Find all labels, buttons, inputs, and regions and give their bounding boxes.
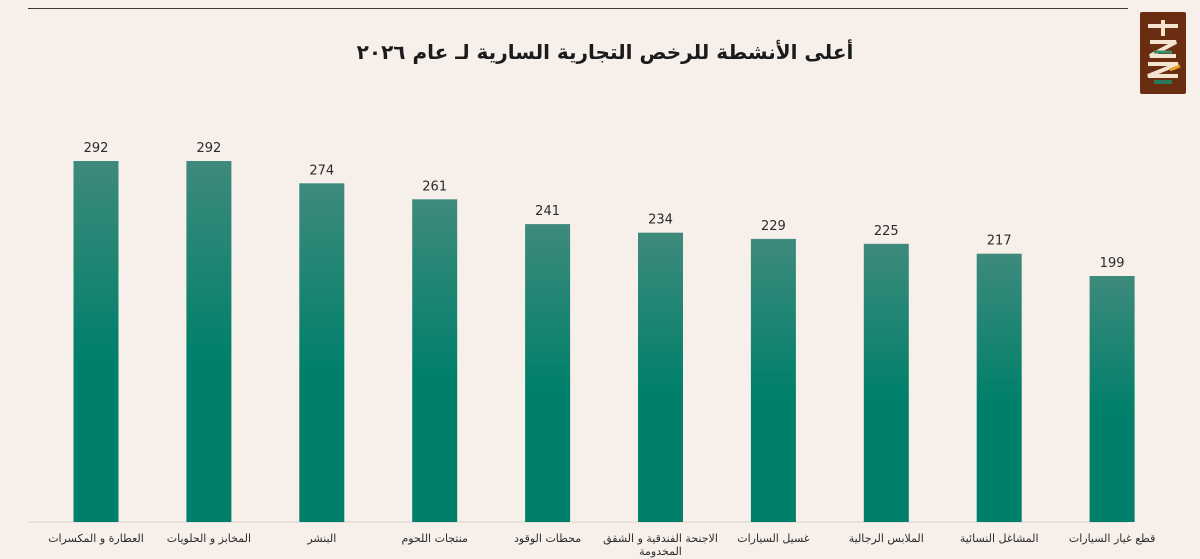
bar-value-label-3: 274 bbox=[309, 163, 334, 178]
category-label-9: المشاغل النسائية bbox=[960, 532, 1039, 545]
category-labels-group: العطارة و المكسرات المخابز و الحلويات البن… bbox=[48, 532, 1155, 558]
brand-logo-icon bbox=[1140, 12, 1186, 94]
bar-5 bbox=[525, 224, 571, 522]
chart-title: أعلى الأنشطة للرخص التجارية السارية لـ ع… bbox=[356, 40, 854, 64]
top-divider bbox=[28, 8, 1128, 9]
category-label-2: المخابز و الحلويات bbox=[167, 532, 251, 545]
category-label-6: الاجنحة الفندقية و الشقق المخدومة bbox=[603, 532, 718, 558]
bar-value-label-10: 199 bbox=[1100, 256, 1125, 271]
category-label-7: غسيل السيارات bbox=[737, 532, 810, 545]
bar-6 bbox=[638, 232, 683, 522]
brand-logo-graphic bbox=[1147, 20, 1181, 84]
bar-9 bbox=[976, 253, 1022, 522]
bar-4 bbox=[412, 199, 458, 523]
bar-value-label-8: 225 bbox=[874, 224, 899, 239]
bar-value-label-5: 241 bbox=[535, 204, 560, 219]
bar-value-label-2: 292 bbox=[196, 141, 221, 156]
bar-3 bbox=[299, 183, 345, 523]
bar-8 bbox=[863, 243, 909, 523]
bar-value-label-6: 234 bbox=[648, 213, 673, 228]
value-labels-group: 292 292 274 261 241 234 229 225 217 199 bbox=[84, 141, 1125, 271]
bar-value-label-1: 292 bbox=[84, 141, 109, 156]
bar-value-label-4: 261 bbox=[422, 179, 447, 194]
category-label-3: البنشر bbox=[306, 532, 336, 545]
category-label-10: قطع غيار السيارات bbox=[1069, 532, 1155, 545]
category-label-5: محطات الوقود bbox=[514, 532, 581, 545]
category-label-1: العطارة و المكسرات bbox=[48, 532, 144, 545]
bar-value-label-9: 217 bbox=[987, 234, 1012, 249]
category-label-4: منتجات اللحوم bbox=[401, 532, 468, 545]
bar-7 bbox=[750, 238, 796, 522]
category-label-8: الملابس الرجالية bbox=[849, 532, 924, 545]
bar-2 bbox=[186, 161, 232, 522]
bar-1 bbox=[73, 161, 119, 522]
bars-group bbox=[73, 161, 1135, 523]
bar-value-label-7: 229 bbox=[761, 219, 786, 234]
bar-10 bbox=[1089, 276, 1135, 522]
